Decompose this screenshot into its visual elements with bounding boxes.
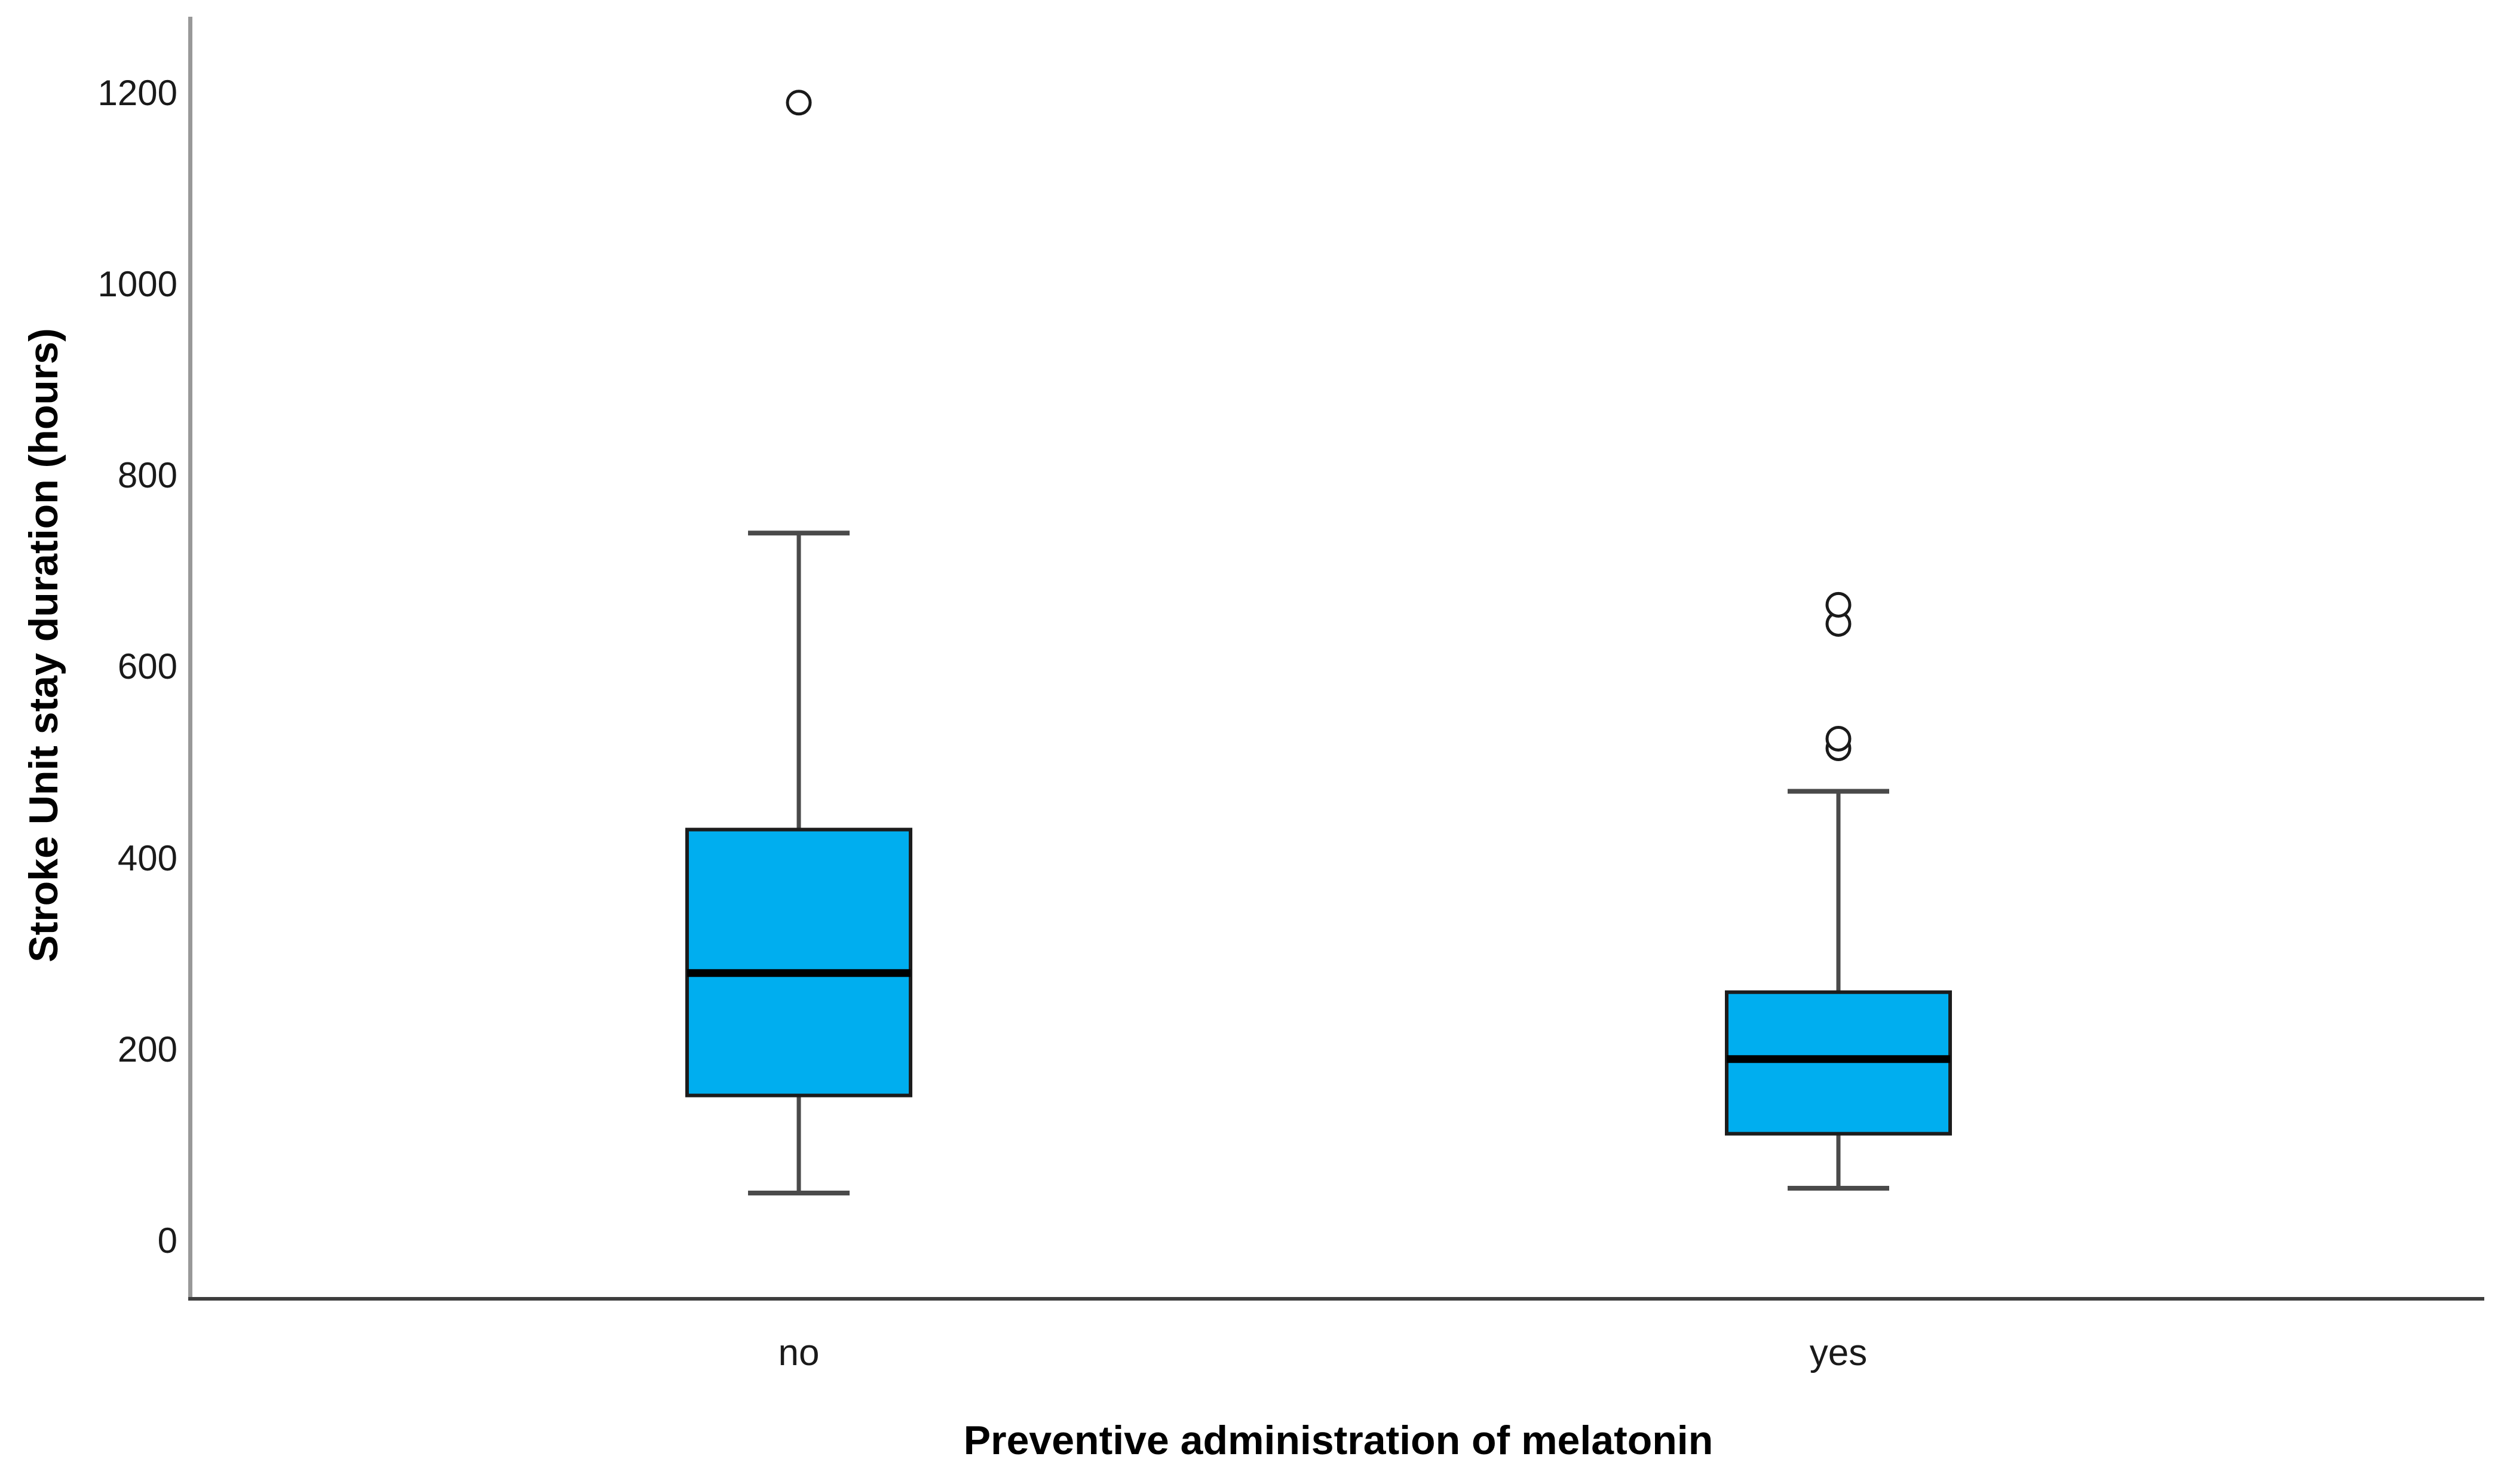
lower-whisker-cap-no	[748, 1190, 850, 1195]
y-tick-label-400: 400	[117, 838, 177, 878]
lower-whisker-cap-yes	[1788, 1185, 1889, 1191]
y-tick-label-600: 600	[117, 646, 177, 687]
x-category-label-no: no	[778, 1332, 820, 1373]
upper-whisker-yes	[1836, 791, 1841, 992]
lower-whisker-yes	[1836, 1133, 1841, 1188]
outlier-circle-yes-665	[1825, 591, 1852, 618]
upper-whisker-cap-yes	[1788, 789, 1889, 794]
upper-whisker-cap-no	[748, 531, 850, 536]
y-axis-line	[188, 17, 192, 1301]
upper-whisker-no	[796, 533, 801, 830]
y-tick-label-1200: 1200	[97, 72, 177, 113]
y-tick-label-800: 800	[117, 455, 177, 496]
x-axis-line	[188, 1297, 2484, 1301]
y-tick-label-1000: 1000	[97, 264, 177, 304]
y-tick-label-0: 0	[157, 1221, 177, 1261]
x-category-label-yes: yes	[1809, 1332, 1868, 1373]
outlier-circle-no-1190	[786, 90, 812, 116]
x-axis-title: Preventive administration of melatonin	[963, 1418, 1714, 1463]
lower-whisker-no	[796, 1095, 801, 1193]
outlier-circle-yes-525	[1825, 725, 1852, 752]
iqr-box-no	[685, 827, 912, 1097]
y-tick-label-200: 200	[117, 1029, 177, 1069]
